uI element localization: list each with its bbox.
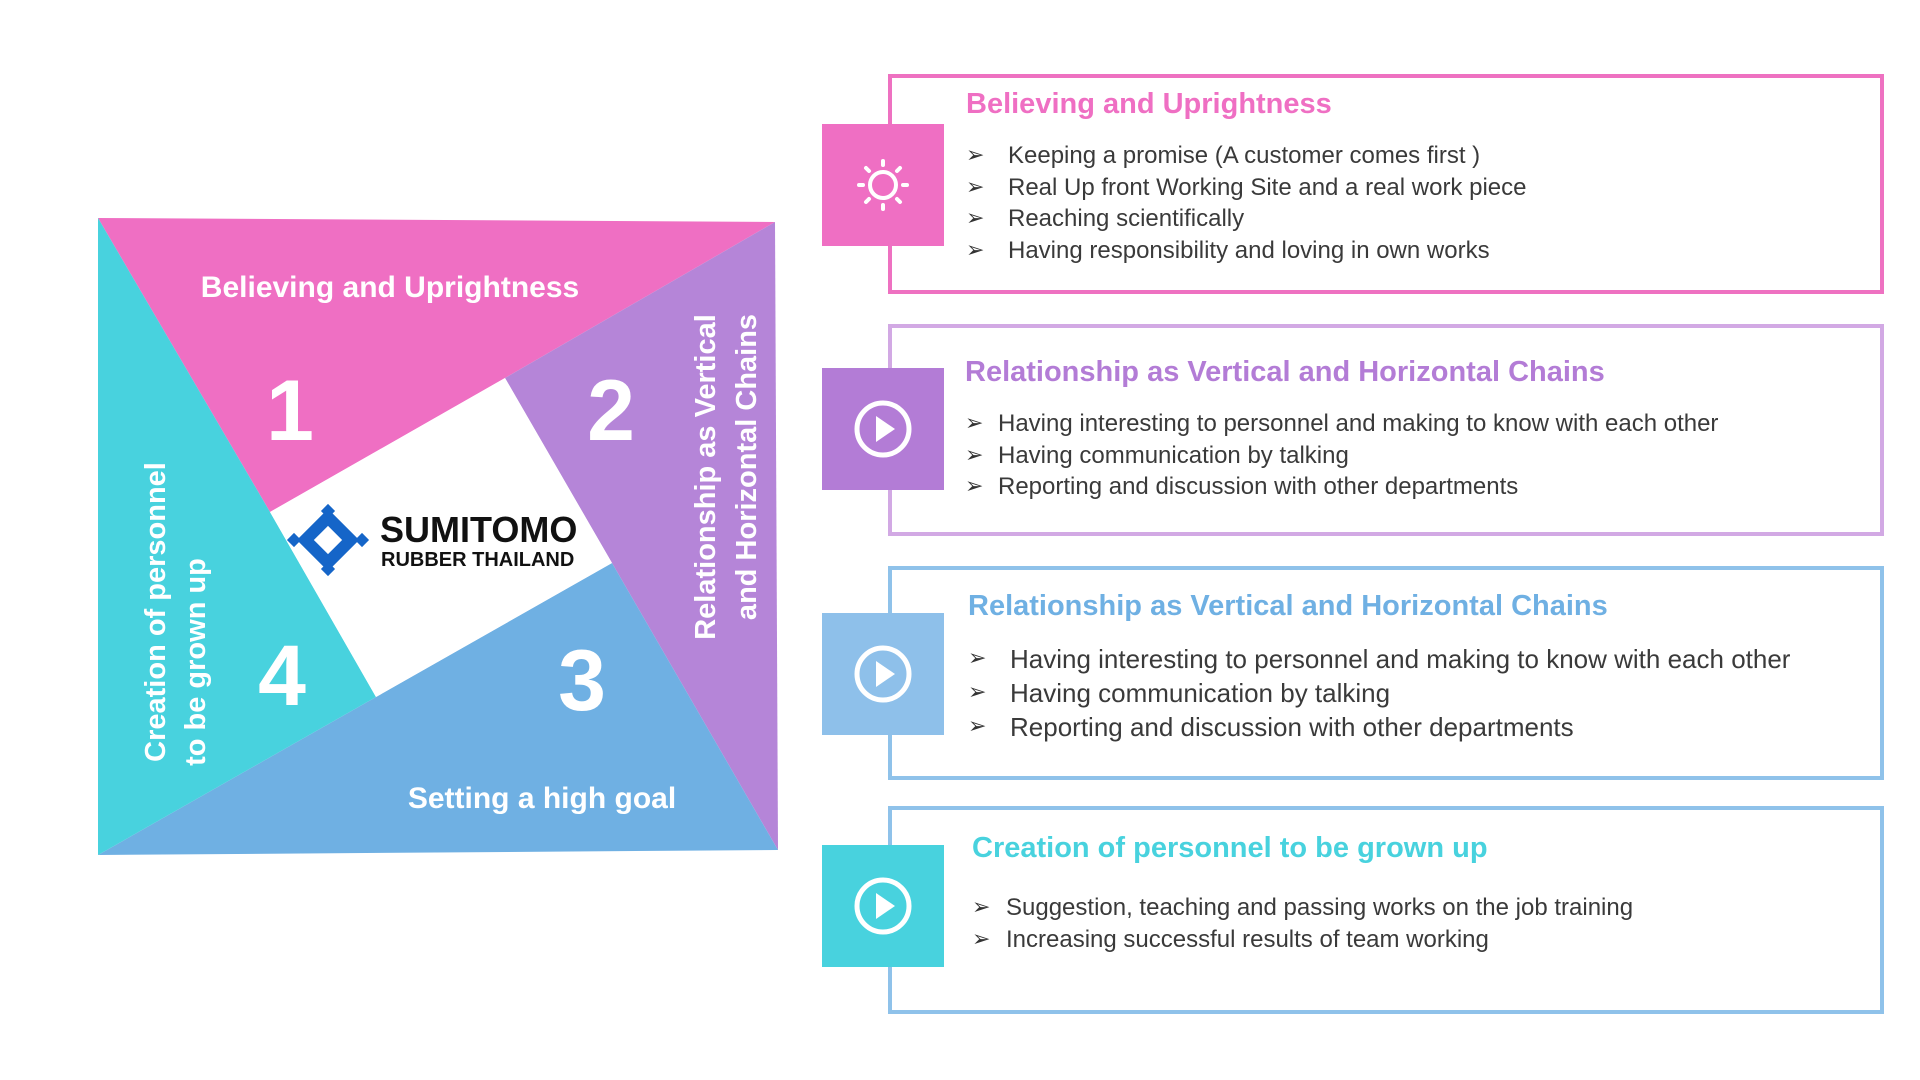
arrow-bullet-icon: ➢ (972, 926, 991, 952)
quadrant-1-number: 1 (266, 363, 314, 459)
list-item: ➢ Having interesting to personnel and mak… (968, 644, 1791, 674)
quadrant-3-label: Setting a high goal (408, 782, 676, 815)
list-item: ➢ Suggestion, teaching and passing works … (972, 892, 1633, 924)
list-item: ➢ Having communication by talking (965, 440, 1718, 472)
list-item: ➢ Having interesting to personnel and mak… (965, 408, 1718, 440)
arrow-bullet-icon: ➢ (966, 237, 985, 263)
card-title: Relationship as Vertical and Horizontal … (968, 590, 1608, 622)
arrow-bullet-icon: ➢ (965, 411, 984, 436)
card-title: Relationship as Vertical and Horizontal … (965, 356, 1605, 388)
arrow-bullet-icon: ➢ (966, 143, 985, 168)
list-item: ➢ Reporting and discussion with other dep… (968, 712, 1574, 742)
card-bullet-list: ➢ Keeping a promise (A customer comes fir… (966, 140, 1526, 266)
center-panel (270, 378, 612, 697)
card-3-icon-box (822, 613, 944, 735)
play-circle-icon (854, 400, 912, 458)
arrow-bullet-icon: ➢ (972, 895, 991, 920)
arrow-bullet-icon: ➢ (965, 474, 984, 499)
list-item: ➢ Reaching scientifically (966, 203, 1526, 235)
quadrant-4-label-line1: Creation of personnel (140, 462, 172, 762)
quadrant-2-label-line2: and Horizontal Chains (731, 314, 763, 620)
quadrant-1-shape (98, 218, 775, 512)
quadrant-3-shape (98, 563, 778, 855)
value-card-3: Relationship as Vertical and Horizontal … (888, 566, 1884, 780)
value-card-2: Relationship as Vertical and Horizontal … (888, 324, 1884, 536)
quadrant-2-label-line1: Relationship as Vertical (690, 314, 722, 640)
arrow-bullet-icon: ➢ (968, 714, 987, 739)
quadrant-4-label-line2: to be grown up (180, 558, 212, 766)
quadrant-4-number: 4 (258, 628, 306, 724)
list-item: ➢ Having responsibility and loving in own… (966, 235, 1526, 267)
quadrant-2-number: 2 (587, 363, 635, 459)
list-item: ➢ Reporting and discussion with other dep… (965, 471, 1718, 503)
card-4-icon-box (822, 845, 944, 967)
gear-icon (857, 159, 909, 211)
sumitomo-diamond-logo (286, 503, 370, 577)
card-1-icon-box (822, 124, 944, 246)
quadrant-3-number: 3 (558, 633, 606, 729)
list-item: ➢ Real Up front Working Site and a real w… (966, 172, 1526, 204)
arrow-bullet-icon: ➢ (968, 680, 987, 705)
play-circle-icon (854, 645, 912, 703)
quadrant-2-shape (505, 222, 778, 850)
arrow-bullet-icon: ➢ (966, 174, 985, 200)
logo-subtitle: RUBBER THAILAND (381, 549, 574, 571)
card-title: Creation of personnel to be grown up (972, 832, 1488, 864)
card-bullet-list: ➢ Suggestion, teaching and passing works … (972, 892, 1633, 955)
arrow-bullet-icon: ➢ (966, 206, 985, 231)
list-item: ➢ Keeping a promise (A customer comes fir… (966, 140, 1526, 172)
card-2-icon-box (822, 368, 944, 490)
list-item: ➢ Increasing successful results of team w… (972, 924, 1633, 956)
value-card-1: Believing and Uprightness ➢ Keeping a pro… (888, 74, 1884, 294)
arrow-bullet-icon: ➢ (968, 646, 987, 671)
value-card-4: Creation of personnel to be grown up ➢ Su… (888, 806, 1884, 1014)
card-bullet-list: ➢ Having interesting to personnel and mak… (965, 408, 1718, 503)
logo-name: SUMITOMO (380, 509, 577, 550)
arrow-bullet-icon: ➢ (965, 442, 984, 468)
list-item: ➢ Having communication by talking (968, 678, 1391, 708)
play-circle-icon (854, 877, 912, 935)
card-bullet-list: ➢ Having interesting to personnel and mak… (968, 642, 1790, 744)
quadrant-4-shape (98, 218, 376, 855)
quadrant-1-label: Believing and Uprightness (201, 271, 579, 304)
card-title: Believing and Uprightness (966, 88, 1332, 120)
